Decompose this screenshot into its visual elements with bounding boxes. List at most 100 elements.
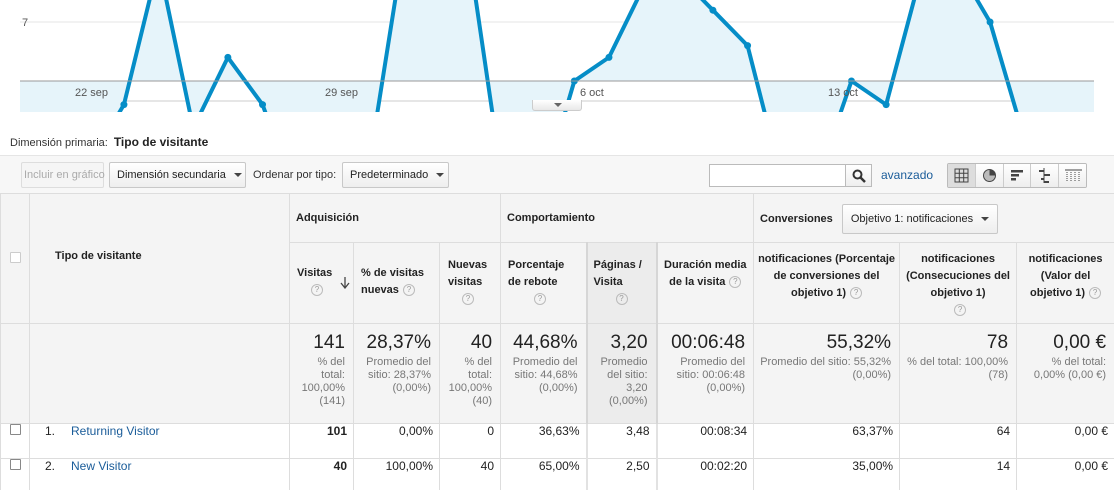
chart-point[interactable] — [259, 101, 267, 109]
view-table-button[interactable] — [948, 164, 975, 187]
y-tick-label: 7 — [22, 17, 28, 29]
select-all-cell — [0, 193, 30, 324]
data-table: Tipo de visitante Adquisición Comportami… — [0, 193, 1114, 490]
select-all-checkbox[interactable] — [9, 251, 21, 263]
row-select-cell — [0, 423, 30, 459]
x-tick-label: 13 oct — [828, 87, 858, 99]
col-value-label: notificaciones (Valor del objetivo 1) — [1028, 253, 1103, 299]
cell-conv-rate: 35,00% — [753, 458, 901, 490]
chart-point[interactable] — [709, 6, 717, 14]
cell-duration: 00:08:34 — [656, 423, 755, 459]
cell-bounce: 65,00% — [500, 458, 588, 490]
goal-selector-dropdown[interactable]: Objetivo 1: notificaciones — [841, 204, 999, 234]
col-header-conv-rate[interactable]: notificaciones (Porcentaje de conversion… — [753, 242, 901, 324]
help-icon[interactable]: ? — [462, 293, 474, 306]
secondary-dimension-dropdown[interactable]: Dimensión secundaria — [109, 162, 246, 188]
search-button[interactable] — [845, 164, 872, 187]
cell-duration: 00:02:20 — [656, 458, 755, 490]
total-duration: 00:06:48 Promedio del sitio: 00:06:48 (0,… — [656, 323, 755, 424]
chart-point[interactable] — [986, 18, 994, 26]
sort-descending-icon — [340, 277, 350, 289]
x-tick-label: 22 sep — [75, 87, 108, 99]
cell-value: 0,00 € — [1016, 458, 1114, 490]
cell-conv-rate: 63,37% — [753, 423, 901, 459]
row-dimension-link[interactable]: Returning Visitor — [71, 424, 160, 438]
cell-new-visits: 40 — [438, 458, 502, 490]
row-index: 1. — [45, 424, 56, 438]
cell-completions: 14 — [899, 458, 1018, 490]
col-header-pct-new[interactable]: % de visitas nuevas? — [353, 242, 440, 324]
conversions-label: Conversiones — [760, 213, 833, 225]
bar-chart-icon — [1010, 170, 1023, 181]
secondary-dimension-label: Dimensión secundaria — [117, 169, 226, 181]
chart-point[interactable] — [605, 53, 613, 61]
primary-dimension-label: Dimensión primaria: — [10, 137, 108, 149]
table-search-input[interactable] — [709, 164, 846, 187]
col-duration-label: Duración media de la visita — [664, 259, 747, 288]
total-completions: 78% del total: 100,00% (78) — [899, 323, 1018, 424]
col-header-pages[interactable]: Páginas / Visita? — [585, 242, 658, 324]
col-header-visits[interactable]: Visitas? — [289, 242, 354, 324]
help-icon[interactable]: ? — [729, 276, 742, 289]
view-pivot-button[interactable] — [1058, 164, 1086, 187]
cell-visits: 40 — [289, 458, 354, 490]
help-icon[interactable]: ? — [311, 284, 323, 297]
search-icon — [852, 169, 866, 183]
chart-point[interactable] — [744, 42, 752, 50]
total-new-visits: 40% del total: 100,00% (40) — [438, 323, 502, 424]
row-checkbox[interactable] — [9, 424, 21, 435]
col-pct-new-label: % de visitas nuevas — [361, 267, 424, 296]
chart-point[interactable] — [224, 53, 232, 61]
x-tick-label: 29 sep — [325, 87, 358, 99]
cell-pages: 2,50 — [585, 458, 658, 490]
view-pie-button[interactable] — [974, 164, 1003, 187]
view-comparison-button[interactable] — [1030, 164, 1059, 187]
chart-point[interactable] — [120, 101, 128, 109]
row-dimension-cell: 1. Returning Visitor — [29, 423, 290, 459]
pie-chart-icon — [982, 169, 996, 182]
col-header-new-visits[interactable]: Nuevas visitas? — [438, 242, 502, 324]
sort-type-dropdown[interactable]: Predeterminado — [342, 162, 449, 188]
cell-pages: 3,48 — [585, 423, 658, 459]
help-icon[interactable]: ? — [534, 293, 547, 306]
dimension-header[interactable]: Tipo de visitante — [29, 193, 290, 324]
help-icon[interactable]: ? — [1089, 287, 1102, 300]
help-icon[interactable]: ? — [615, 293, 628, 306]
help-icon[interactable]: ? — [402, 284, 415, 297]
row-select-cell — [0, 458, 30, 490]
total-pages: 3,20 Promedio del sitio: 3,20 (0,00%) — [585, 323, 658, 424]
cell-pct-new: 0,00% — [353, 423, 440, 459]
chevron-down-icon — [233, 173, 242, 178]
view-switcher — [947, 163, 1087, 188]
help-icon[interactable]: ? — [850, 287, 863, 300]
table-toolbar: Incluir en gráfico Dimensión secundaria … — [0, 155, 1114, 193]
help-icon[interactable]: ? — [954, 304, 967, 317]
col-header-completions[interactable]: notificaciones (Consecuciones del objeti… — [899, 242, 1018, 324]
view-bar-button[interactable] — [1002, 164, 1031, 187]
table-row: 2. New Visitor 40 100,00% 40 65,00% 2,50 … — [0, 458, 1114, 490]
cell-new-visits: 0 — [438, 423, 502, 459]
comparison-icon — [1039, 168, 1051, 183]
sort-type-label: Ordenar por tipo: — [253, 169, 337, 181]
col-pages-label: Páginas / Visita — [593, 259, 642, 288]
table-row: 1. Returning Visitor 101 0,00% 0 36,63% 3… — [0, 423, 1114, 459]
totals-cb-cell — [0, 323, 30, 424]
plot-rows-button[interactable]: Incluir en gráfico — [21, 162, 105, 188]
primary-dimension: Dimensión primaria: Tipo de visitante — [10, 135, 208, 149]
conversions-group-header: Conversiones Objetivo 1: notificaciones — [753, 193, 1114, 243]
col-visits-label: Visitas — [297, 267, 333, 279]
chart-resize-handle[interactable] — [532, 100, 582, 111]
chart-point[interactable] — [882, 101, 890, 109]
col-header-value[interactable]: notificaciones (Valor del objetivo 1)? — [1016, 242, 1114, 324]
total-bounce: 44,68% Promedio del sitio: 44,68% (0,00%) — [500, 323, 588, 424]
total-visits: 141% del total: 100,00% (141) — [289, 323, 354, 424]
primary-dimension-value[interactable]: Tipo de visitante — [113, 135, 209, 149]
col-header-duration[interactable]: Duración media de la visita? — [656, 242, 755, 324]
x-tick-label: 6 oct — [580, 87, 604, 99]
row-dimension-link[interactable]: New Visitor — [71, 459, 132, 473]
row-dimension-cell: 2. New Visitor — [29, 458, 290, 490]
row-index: 2. — [45, 459, 56, 473]
advanced-filter-link[interactable]: avanzado — [881, 168, 934, 182]
col-header-bounce[interactable]: Porcentaje de rebote? — [500, 242, 588, 324]
row-checkbox[interactable] — [9, 459, 21, 470]
